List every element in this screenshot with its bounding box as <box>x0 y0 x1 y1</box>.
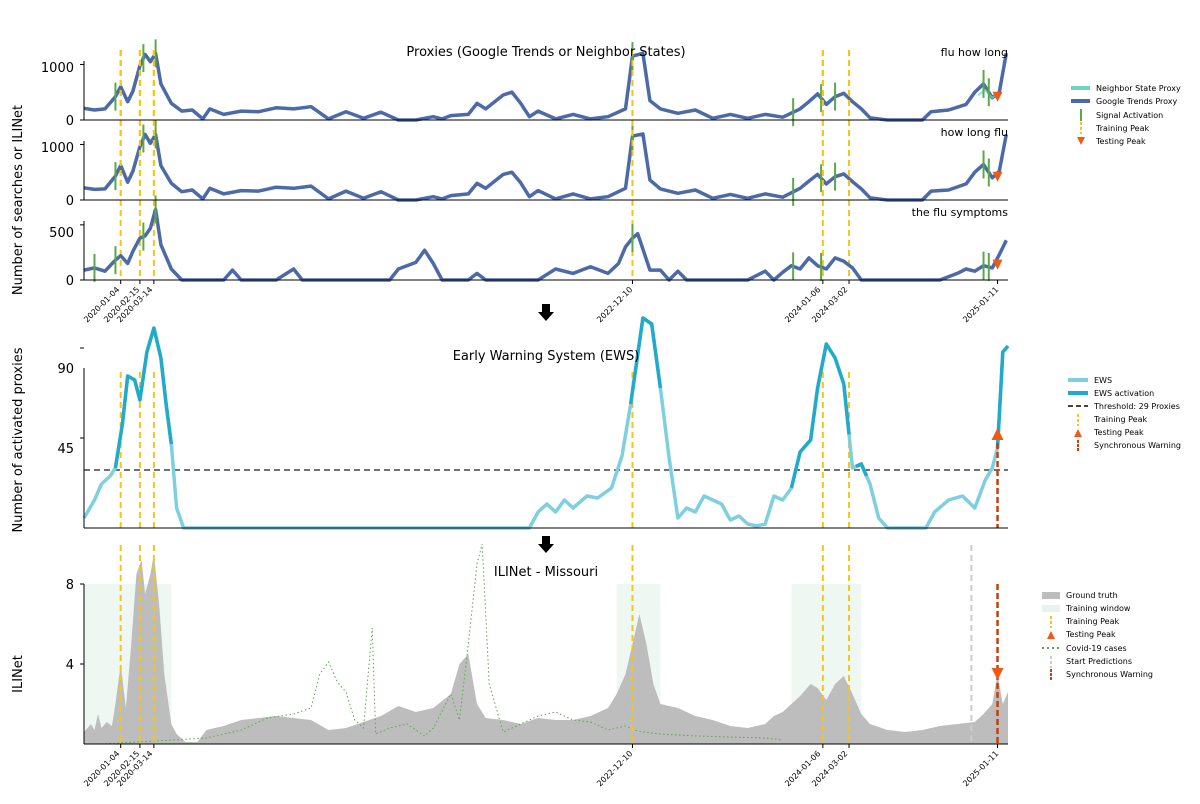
ytick-p2-0: 0 <box>66 194 74 209</box>
legend-truth-label: Ground truth <box>1066 591 1118 600</box>
legend-ili-testing-marker <box>1047 631 1055 639</box>
down-arrow-icon <box>538 304 554 321</box>
date-top-6: 2025-01-11 <box>961 285 1000 324</box>
ews-activation-segment <box>789 342 851 489</box>
ytick-p1-1: 1000 <box>41 61 74 76</box>
ytick-p3-0: 0 <box>66 274 74 289</box>
legend-ili-training-label: Training Peak <box>1065 617 1119 626</box>
legend-ews: EWS EWS activation Threshold: 29 Proxies… <box>1068 376 1181 452</box>
ews-activation-segment <box>995 344 1010 449</box>
legend-proxies: Neighbor State Proxy Google Trends Proxy… <box>1071 84 1181 146</box>
ytick-p1-0: 0 <box>66 114 74 129</box>
legend-covid-label: Covid-19 cases <box>1066 644 1127 653</box>
google-trends-line <box>83 132 1009 202</box>
legend-truth-swatch <box>1042 592 1060 599</box>
ili-testing-peak-marker <box>991 668 1004 680</box>
ews-testing-peak-marker <box>991 428 1004 440</box>
legend-start-label: Start Predictions <box>1066 657 1132 666</box>
legend-threshold-label: Threshold: 29 Proxies <box>1093 402 1180 411</box>
legend-ilinet: Ground truth Training window Training Pe… <box>1042 591 1153 681</box>
proxies-panel-title: Proxies (Google Trends or Neighbor State… <box>406 45 685 60</box>
ilinet-panel-title: ILINet - Missouri <box>494 565 598 580</box>
legend-neighbor-label: Neighbor State Proxy <box>1096 84 1181 93</box>
date-bottom-3: 2022-12-10 <box>595 749 634 788</box>
ytick-ews-1: 90 <box>57 362 74 377</box>
legend-ews-warning-label: Synchronous Warning <box>1094 441 1181 450</box>
ytick-ili-0: 4 <box>66 658 74 673</box>
ews-activation-segment <box>628 316 663 405</box>
ground-truth-area <box>84 554 1008 744</box>
ytick-ews-0: 45 <box>57 442 74 457</box>
google-trends-line <box>83 207 1008 282</box>
legend-ili-warning-label: Synchronous Warning <box>1066 670 1153 679</box>
legend-ews-training-label: Training Peak <box>1093 415 1147 424</box>
ytick-p3-1: 500 <box>49 226 74 241</box>
ews-ylabel: Number of activated proxies <box>11 347 26 532</box>
legend-ews-testing-label: Testing Peak <box>1093 428 1144 437</box>
ytick-ili-1: 8 <box>66 578 74 593</box>
proxies-ylabel: Number of searches or ILINet <box>11 105 26 295</box>
ytick-p2-1: 1000 <box>41 141 74 156</box>
term-label-2: how long flu <box>941 126 1008 139</box>
legend-ews-testing-marker <box>1074 429 1082 437</box>
ews-panel-title: Early Warning System (EWS) <box>453 349 640 364</box>
date-top-3: 2022-12-10 <box>595 285 634 324</box>
date-bottom-6: 2025-01-11 <box>961 749 1000 788</box>
legend-signal-label: Signal Activation <box>1096 111 1163 120</box>
ilinet-ylabel: ILINet <box>11 655 26 693</box>
term-label-1: flu how long <box>941 46 1008 59</box>
legend-testing-marker <box>1077 137 1085 145</box>
testing-peak-marker <box>992 171 1003 182</box>
legend-google-label: Google Trends Proxy <box>1096 97 1178 106</box>
legend-training-label: Training Peak <box>1095 124 1149 133</box>
down-arrow-icon <box>538 536 554 553</box>
legend-window-label: Training window <box>1065 604 1131 613</box>
legend-ews-label: EWS <box>1094 376 1112 385</box>
ews-activation-segment <box>855 462 869 477</box>
google-trends-line <box>83 51 1009 122</box>
legend-window-swatch <box>1042 605 1060 612</box>
term-label-3: the flu symptoms <box>912 206 1009 219</box>
testing-peak-marker <box>992 259 1003 270</box>
ews-activation-segment <box>113 326 174 469</box>
testing-peak-marker <box>992 91 1003 102</box>
legend-ili-testing-label: Testing Peak <box>1065 630 1116 639</box>
legend-activation-label: EWS activation <box>1094 389 1154 398</box>
legend-testing-label: Testing Peak <box>1095 137 1146 146</box>
